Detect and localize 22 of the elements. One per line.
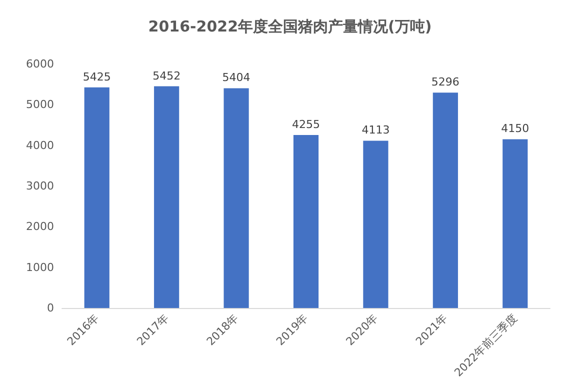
bar bbox=[224, 88, 249, 308]
y-tick-label: 1000 bbox=[26, 260, 54, 274]
chart-title: 2016-2022年度全国猪肉产量情况(万吨) bbox=[148, 18, 432, 36]
bar bbox=[154, 86, 180, 308]
bar bbox=[84, 87, 110, 308]
y-tick-label: 0 bbox=[47, 302, 54, 314]
bar bbox=[363, 140, 388, 308]
y-tick-label: 6000 bbox=[26, 58, 54, 70]
data-label: 5404 bbox=[222, 71, 250, 84]
y-tick-label: 5000 bbox=[26, 98, 54, 112]
y-tick-label: 2000 bbox=[26, 220, 54, 234]
data-label: 5296 bbox=[431, 76, 460, 89]
data-label: 4113 bbox=[362, 124, 390, 137]
data-label: 5452 bbox=[152, 69, 181, 82]
y-tick-label: 3000 bbox=[26, 180, 54, 192]
data-label: 4150 bbox=[501, 122, 530, 136]
bar bbox=[502, 139, 528, 308]
bar bbox=[293, 134, 319, 308]
data-label: 5425 bbox=[82, 70, 111, 84]
y-tick-label: 4000 bbox=[26, 138, 54, 152]
bar bbox=[432, 92, 458, 308]
data-label: 4255 bbox=[292, 118, 320, 131]
